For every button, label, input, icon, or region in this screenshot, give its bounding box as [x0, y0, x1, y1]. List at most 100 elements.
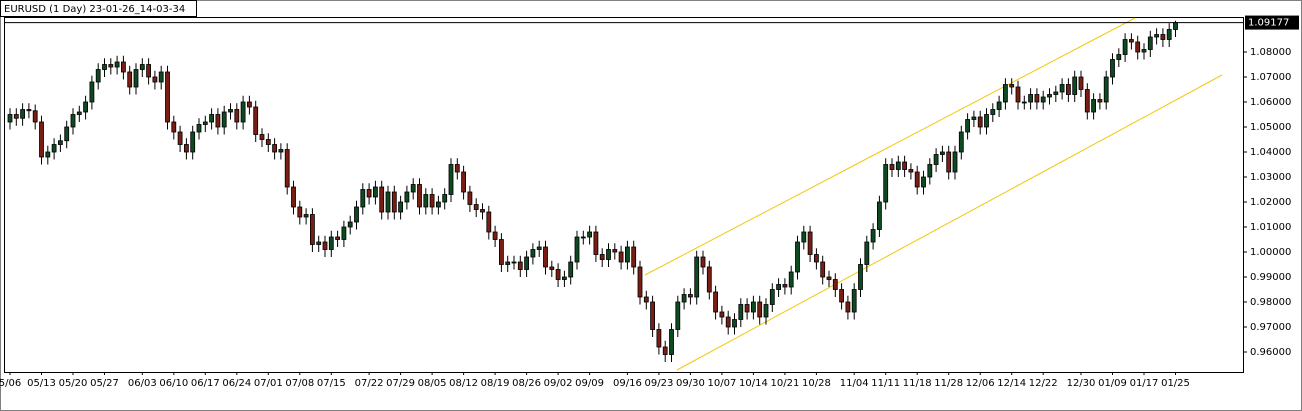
candle-body	[908, 169, 914, 173]
candle-body	[13, 114, 19, 119]
candle-body	[39, 121, 44, 158]
candle-body	[814, 254, 819, 263]
candle-body	[1103, 76, 1109, 103]
candle-body	[511, 261, 517, 264]
candle-body	[832, 279, 838, 290]
y-tick-label: 1.06000	[1250, 97, 1291, 108]
x-tick-label: 07/15	[317, 378, 346, 389]
candle-body	[102, 64, 107, 70]
candle-body	[404, 191, 410, 203]
x-tick-label: 09/02	[544, 378, 573, 389]
candle-body	[177, 131, 183, 145]
candle-body	[921, 176, 926, 188]
y-tick-label: 1.05000	[1250, 122, 1291, 133]
candle-body	[744, 304, 750, 313]
candle-body	[1028, 94, 1033, 103]
candle-body	[889, 164, 895, 170]
candle-body	[89, 81, 95, 103]
candle-body	[58, 140, 63, 145]
candle-body	[417, 184, 422, 208]
candle-body	[1135, 41, 1141, 53]
candle-body	[965, 119, 970, 133]
candle-body	[990, 109, 996, 115]
candle-body	[858, 264, 863, 290]
candle-body	[1110, 59, 1115, 78]
candle-body	[341, 226, 347, 240]
candle-body	[64, 126, 70, 142]
candle-body	[1116, 54, 1122, 60]
x-tick-label: 06/10	[159, 378, 188, 389]
candle-body	[1091, 99, 1096, 113]
candle-body	[1009, 84, 1015, 88]
candle-body	[1047, 94, 1052, 98]
x-tick-label: 11/18	[903, 378, 932, 389]
candle-body	[763, 304, 769, 318]
candle-body	[322, 241, 328, 250]
x-tick-label: 11/04	[840, 378, 869, 389]
candle-body	[788, 271, 794, 288]
candle-body	[940, 151, 945, 155]
candle-body	[517, 261, 523, 270]
candle-body	[1015, 86, 1021, 103]
candle-body	[278, 149, 284, 153]
candle-body	[139, 64, 145, 70]
candle-body	[146, 64, 152, 78]
x-tick-label: 06/03	[128, 378, 157, 389]
candle-body	[555, 269, 561, 280]
candle-body	[643, 296, 649, 303]
candle-body	[152, 76, 158, 83]
x-tick-label: 10/14	[739, 378, 768, 389]
candle-body	[895, 161, 901, 170]
channel-line	[644, 17, 1136, 276]
candle-body	[769, 289, 775, 305]
candle-body	[587, 231, 592, 238]
candle-body	[971, 116, 977, 120]
title-box	[0, 0, 197, 17]
candle-body	[801, 231, 807, 243]
candle-body	[700, 256, 706, 268]
candle-body	[234, 109, 240, 123]
y-tick-label: 0.96000	[1250, 347, 1291, 358]
candle-body	[864, 241, 870, 265]
candle-body	[505, 261, 511, 265]
x-tick-label: 12/22	[1029, 378, 1058, 389]
candle-body	[1122, 39, 1128, 55]
candle-body	[1003, 84, 1008, 103]
candle-body	[820, 261, 826, 278]
candle-body	[1147, 36, 1153, 50]
x-tick-label: 09/09	[575, 378, 604, 389]
candle-body	[593, 231, 599, 255]
y-tick-label: 0.98000	[1250, 297, 1291, 308]
candle-body	[530, 249, 536, 258]
candle-body	[26, 109, 32, 112]
candle-body	[354, 206, 359, 223]
x-tick-label: 09/16	[613, 378, 642, 389]
x-tick-label: 06/17	[191, 378, 220, 389]
candle-body	[108, 64, 114, 68]
candle-body	[221, 111, 227, 128]
x-tick-label: 05/27	[90, 378, 119, 389]
x-tick-label: 07/01	[254, 378, 283, 389]
candle-body	[738, 304, 744, 320]
candle-body	[272, 144, 278, 153]
candle-body	[1129, 39, 1134, 43]
x-tick-label: 06/24	[222, 378, 251, 389]
candle-body	[625, 246, 630, 263]
candle-body	[328, 236, 334, 250]
candle-body	[650, 301, 655, 330]
candle-body	[291, 186, 296, 208]
candle-body	[360, 189, 366, 208]
candle-body	[1034, 94, 1040, 103]
candle-body	[669, 329, 674, 355]
candle-body	[977, 116, 983, 128]
x-tick-label: 09/23	[644, 378, 673, 389]
candle-body	[568, 261, 574, 278]
candle-body	[914, 171, 920, 188]
candle-body	[303, 214, 309, 218]
candle-body	[757, 301, 763, 318]
candle-body	[1154, 34, 1159, 38]
candle-body	[398, 201, 404, 213]
candle-body	[448, 164, 454, 195]
candle-body	[725, 316, 731, 328]
